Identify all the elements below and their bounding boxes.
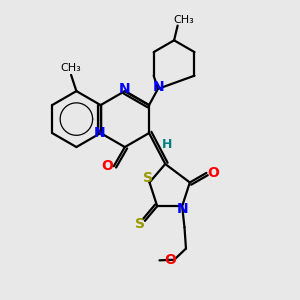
Text: S: S — [136, 217, 146, 231]
Text: N: N — [177, 202, 189, 215]
Text: CH₃: CH₃ — [61, 63, 82, 73]
Text: S: S — [143, 171, 153, 185]
Text: O: O — [101, 159, 113, 173]
Text: O: O — [207, 166, 219, 180]
Text: N: N — [153, 80, 165, 94]
Text: O: O — [165, 253, 177, 267]
Text: N: N — [119, 82, 131, 96]
Text: N: N — [94, 126, 106, 140]
Text: H: H — [162, 138, 173, 151]
Text: CH₃: CH₃ — [173, 15, 194, 25]
